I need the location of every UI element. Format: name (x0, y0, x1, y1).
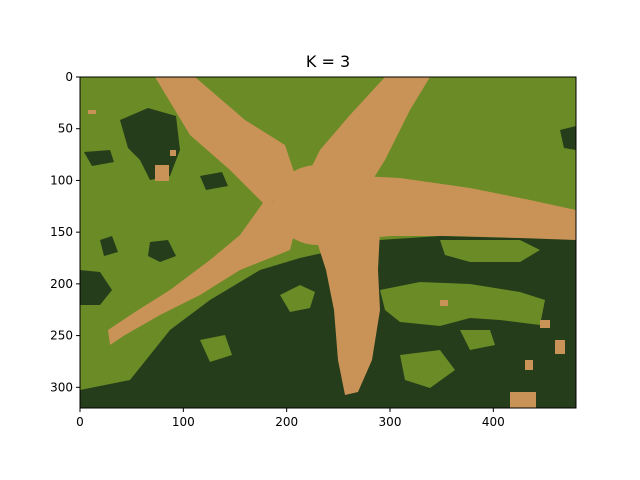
y-tick-label: 0 (65, 70, 73, 84)
y-tick-label: 150 (50, 225, 73, 239)
y-tick-label: 100 (50, 173, 73, 187)
plot-title: K = 3 (305, 52, 351, 71)
y-tick-label: 200 (50, 277, 73, 291)
cluster-tan-speckles (88, 110, 565, 408)
x-tick-label: 400 (482, 415, 505, 429)
y-axis: 0 50 100 150 200 250 300 (50, 70, 80, 394)
y-tick-label: 250 (50, 329, 73, 343)
x-tick-label: 100 (172, 415, 195, 429)
cluster-light-green-islands (200, 240, 545, 388)
cluster-tan-road (108, 77, 576, 395)
x-axis: 0 100 200 300 400 (76, 408, 505, 429)
y-tick-label: 300 (50, 380, 73, 394)
x-tick-label: 0 (76, 415, 84, 429)
y-tick-label: 50 (58, 122, 73, 136)
axes-frame (79, 76, 577, 409)
segmented-image (80, 77, 576, 408)
x-tick-label: 300 (379, 415, 402, 429)
x-tick-label: 200 (275, 415, 298, 429)
